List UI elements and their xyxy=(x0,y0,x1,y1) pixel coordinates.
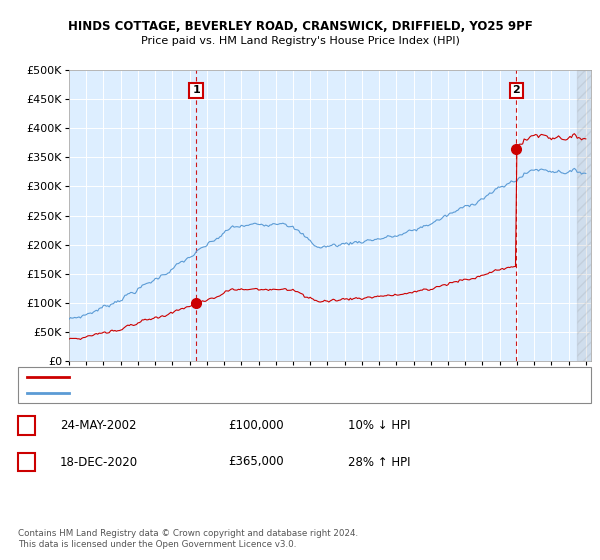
Text: HINDS COTTAGE, BEVERLEY ROAD, CRANSWICK, DRIFFIELD, YO25 9PF (detached house): HINDS COTTAGE, BEVERLEY ROAD, CRANSWICK,… xyxy=(76,372,493,381)
Text: 18-DEC-2020: 18-DEC-2020 xyxy=(60,455,138,469)
Text: 2: 2 xyxy=(512,85,520,95)
Text: HINDS COTTAGE, BEVERLEY ROAD, CRANSWICK, DRIFFIELD, YO25 9PF: HINDS COTTAGE, BEVERLEY ROAD, CRANSWICK,… xyxy=(68,20,532,32)
Text: £100,000: £100,000 xyxy=(228,419,284,432)
Text: Price paid vs. HM Land Registry's House Price Index (HPI): Price paid vs. HM Land Registry's House … xyxy=(140,36,460,46)
Text: 1: 1 xyxy=(192,85,200,95)
Text: 10% ↓ HPI: 10% ↓ HPI xyxy=(348,419,410,432)
Text: 1: 1 xyxy=(22,419,31,432)
Text: 28% ↑ HPI: 28% ↑ HPI xyxy=(348,455,410,469)
Text: £365,000: £365,000 xyxy=(228,455,284,469)
Text: 24-MAY-2002: 24-MAY-2002 xyxy=(60,419,137,432)
Text: 2: 2 xyxy=(22,455,31,469)
Text: Contains HM Land Registry data © Crown copyright and database right 2024.
This d: Contains HM Land Registry data © Crown c… xyxy=(18,529,358,549)
Text: HPI: Average price, detached house, East Riding of Yorkshire: HPI: Average price, detached house, East… xyxy=(76,389,364,398)
Bar xyxy=(577,70,595,361)
